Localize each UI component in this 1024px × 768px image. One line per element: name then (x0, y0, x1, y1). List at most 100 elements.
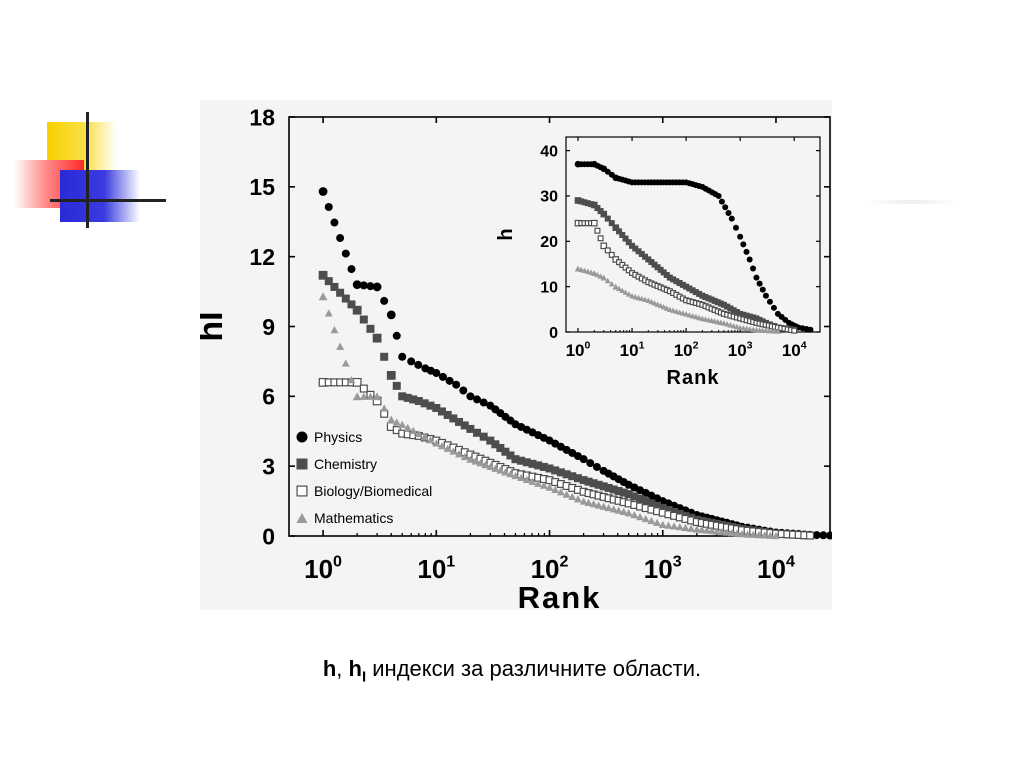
inset-point-circle (756, 280, 763, 287)
main-point-triangle (636, 513, 645, 521)
caption-hI: hI (349, 656, 367, 685)
inset-point-circle (770, 304, 777, 311)
inset-point-square (657, 266, 664, 273)
main-point-circle (466, 392, 475, 401)
inset-point-triangle (635, 294, 642, 301)
inset-point-square (590, 201, 598, 209)
inset-point-triangle (679, 310, 686, 316)
inset-point-triangle (676, 309, 683, 315)
inset-point-open-square (600, 242, 608, 250)
main-point-square (636, 494, 645, 503)
inset-point-circle (737, 233, 744, 240)
main-point-square (641, 497, 650, 506)
main-ytick-label: 15 (249, 174, 275, 200)
caption-text: индекси за различните области. (366, 656, 702, 681)
main-point-square (392, 381, 401, 390)
main-point-circle (372, 282, 382, 292)
main-point-square (449, 414, 458, 423)
inset-point-square (737, 310, 744, 317)
main-ytick-label: 3 (262, 453, 275, 479)
main-point-triangle (664, 521, 673, 529)
legend-marker-triangle (296, 513, 308, 523)
main-point-triangle (539, 481, 548, 489)
inset-point-triangle (622, 289, 629, 295)
inset-point-triangle (581, 267, 588, 274)
inset-point-square (740, 311, 747, 318)
main-point-circle (414, 360, 423, 369)
inset-point-square (642, 253, 649, 260)
main-point-square (347, 300, 356, 309)
main-point-triangle (386, 415, 396, 424)
inset-point-triangle (584, 268, 591, 274)
main-point-square (630, 492, 639, 501)
main-point-triangle (760, 531, 769, 539)
main-xtick-label: 102 (531, 552, 569, 584)
inset-point-square (594, 205, 601, 212)
main-point-square (619, 488, 628, 497)
main-xtick-label: 101 (417, 552, 455, 584)
main-point-triangle (420, 433, 429, 441)
inset-point-square (581, 199, 588, 206)
main-point-square (517, 456, 526, 465)
main-point-square (455, 417, 464, 426)
main-point-triangle (754, 531, 763, 539)
inset-point-square (612, 224, 620, 231)
main-point-square (584, 477, 593, 486)
main-point-triangle (414, 429, 423, 438)
main-point-triangle (426, 436, 435, 444)
inset-point-square (689, 287, 696, 294)
inset-point-triangle (616, 285, 623, 292)
main-point-triangle (749, 530, 758, 538)
decor-blue-square (60, 170, 140, 222)
main-point-square (426, 401, 435, 410)
inset-point-triangle (730, 322, 737, 329)
main-point-triangle (707, 526, 716, 535)
inset-point-triangle (654, 301, 661, 307)
inset-y-axis-title: h (495, 228, 517, 240)
main-point-triangle (330, 326, 339, 334)
inset-point-square (654, 264, 661, 271)
main-point-triangle (687, 524, 696, 532)
main-point-circle (336, 234, 345, 243)
main-point-square (604, 483, 613, 492)
main-point-triangle (670, 522, 679, 530)
main-point-circle (826, 531, 832, 540)
inset-point-open-square (590, 219, 598, 227)
main-point-triangle (697, 525, 706, 534)
inset-point-triangle (670, 307, 677, 313)
main-point-square (501, 447, 510, 456)
main-point-square (539, 462, 548, 471)
inset-point-square (616, 228, 623, 235)
main-point-triangle (658, 520, 667, 528)
main-point-triangle (717, 528, 726, 536)
main-point-square (420, 399, 429, 408)
main-point-square (460, 421, 469, 430)
main-point-circle (812, 531, 821, 540)
main-point-triangle (702, 526, 711, 534)
main-point-triangle (455, 450, 464, 458)
main-point-square (496, 444, 505, 453)
main-point-square (479, 432, 488, 441)
main-point-circle (445, 376, 454, 385)
inset-x-axis-title: Rank (667, 367, 720, 389)
inset-xtick-label: 104 (782, 339, 807, 360)
main-point-square (594, 480, 603, 489)
main-point-triangle (624, 509, 633, 517)
main-point-circle (479, 398, 488, 407)
inset-point-circle (740, 241, 747, 248)
main-point-square (579, 476, 588, 485)
inset-point-triangle (597, 273, 604, 279)
inset-point-square (720, 301, 727, 308)
main-point-circle (398, 352, 407, 361)
inset-point-square (604, 215, 611, 222)
inset-point-square (625, 239, 632, 246)
main-point-square (491, 440, 500, 449)
main-point-triangle (324, 309, 333, 317)
inset-point-square (660, 269, 667, 276)
main-point-square (409, 395, 418, 404)
inset-point-square (699, 292, 706, 299)
main-point-triangle (743, 530, 752, 538)
main-point-triangle (771, 531, 780, 540)
inset-point-triangle (666, 306, 673, 313)
inset-point-circle (759, 286, 766, 293)
